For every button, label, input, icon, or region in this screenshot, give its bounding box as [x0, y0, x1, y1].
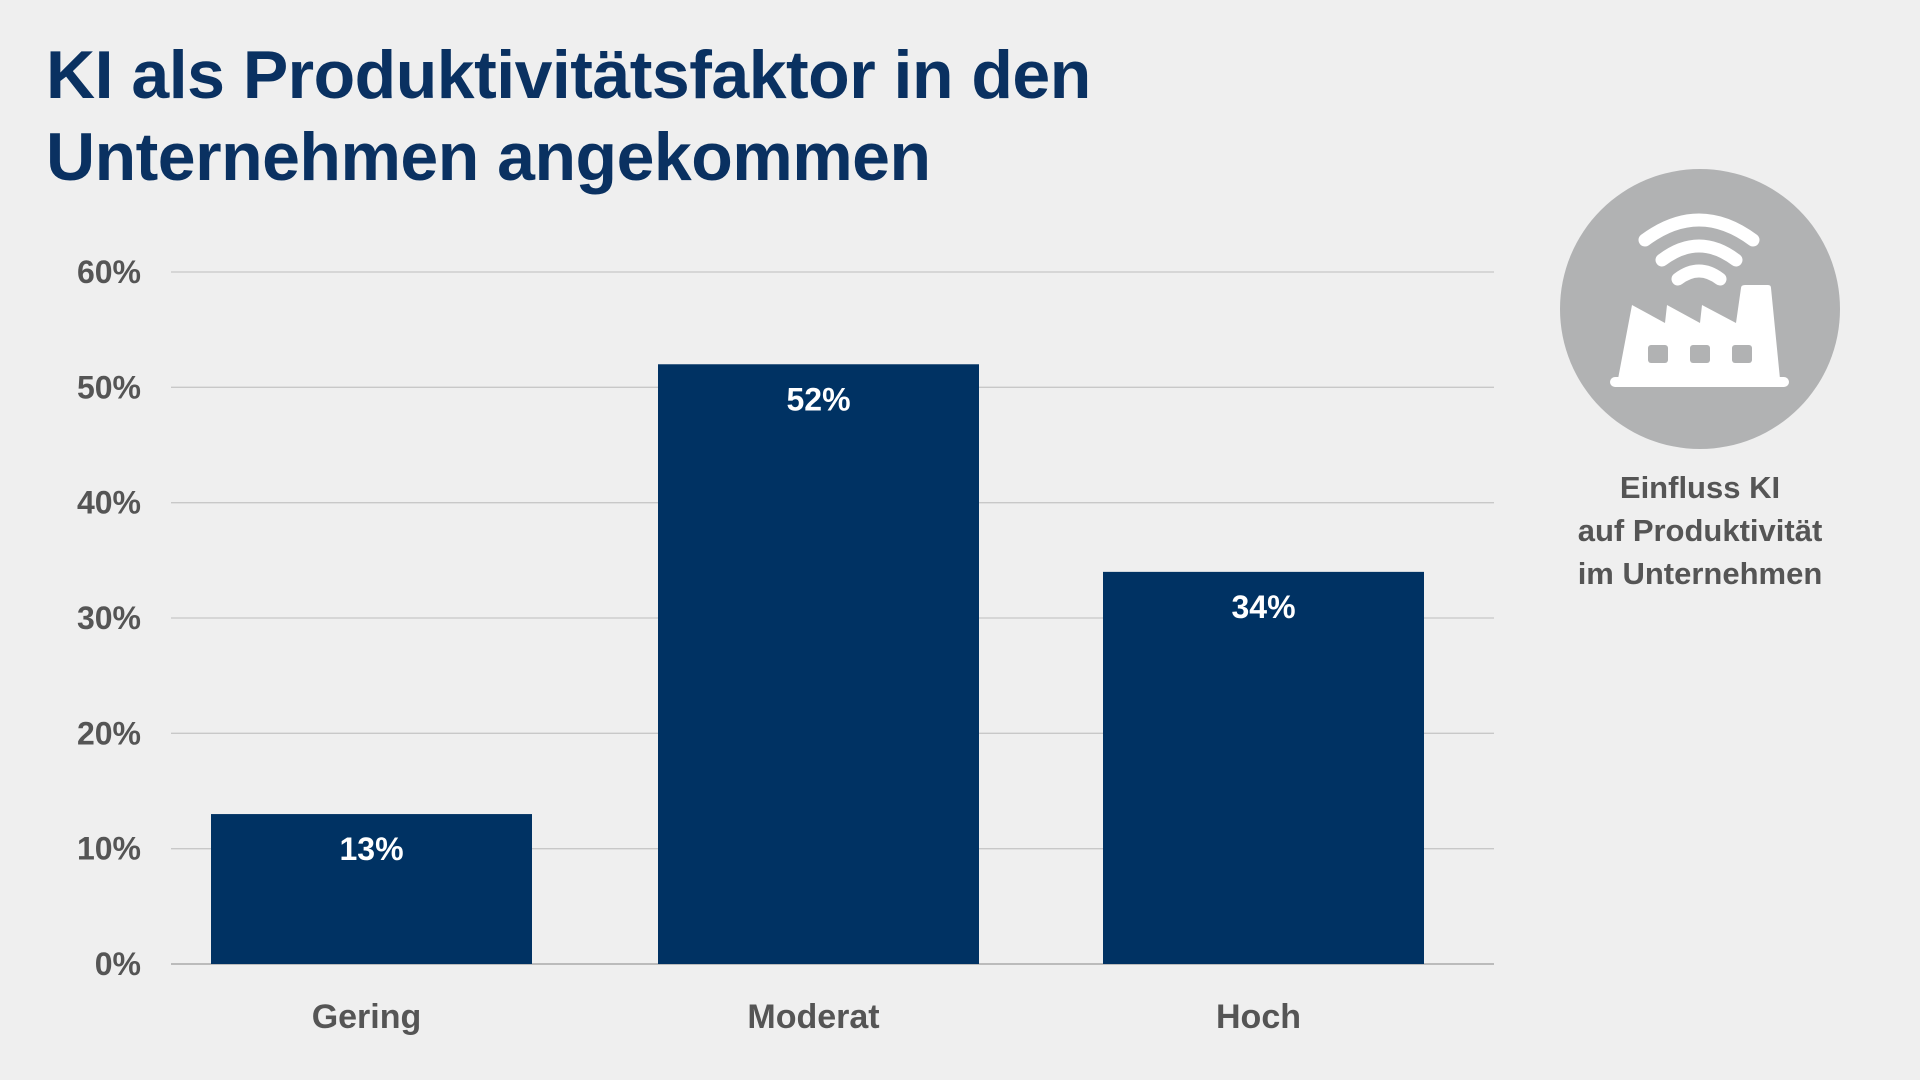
bar-hoch — [1103, 571, 1424, 964]
y-tick-label: 30% — [77, 600, 141, 636]
y-tick-label: 20% — [77, 715, 141, 751]
title-line-1: KI als Produktivitätsfaktor in den — [46, 37, 1091, 113]
factory-wifi-icon — [1550, 160, 1850, 460]
x-category-label: Hoch — [1216, 998, 1301, 1036]
bar-gering — [211, 814, 532, 964]
x-category-label: Gering — [312, 998, 422, 1036]
y-tick-label: 60% — [77, 254, 141, 290]
caption-line-3: im Unternehmen — [1577, 556, 1823, 591]
data-label: 52% — [786, 381, 850, 417]
y-tick-label: 0% — [95, 946, 141, 982]
y-tick-label: 40% — [77, 485, 141, 521]
caption-line-1: Einfluss KI — [1619, 470, 1781, 505]
data-label: 13% — [339, 831, 403, 867]
title-line-2: Unternehmen angekommen — [46, 119, 931, 195]
icon-caption: Einfluss KI auf Produktivität im Unterne… — [1540, 466, 1860, 595]
bar-moderat — [658, 364, 979, 964]
x-category-label: Moderat — [747, 998, 879, 1036]
chart-title: KI als Produktivitätsfaktor in den Unter… — [46, 34, 1091, 198]
data-label: 34% — [1231, 589, 1295, 625]
y-tick-label: 50% — [77, 369, 141, 405]
caption-line-2: auf Produktivität — [1577, 513, 1823, 548]
y-tick-label: 10% — [77, 831, 141, 867]
